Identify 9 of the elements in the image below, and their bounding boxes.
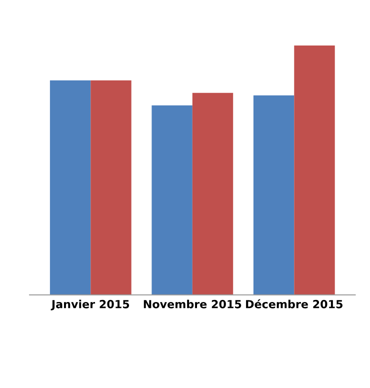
bar: [152, 105, 192, 295]
bar: [50, 80, 91, 295]
x-tick-label: Janvier 2015: [50, 300, 130, 310]
x-tick-label: Novembre 2015: [144, 300, 242, 308]
bar: [253, 95, 294, 295]
bar: [192, 92, 234, 295]
x-tick-label: Décembre 2015: [246, 299, 342, 308]
bar: [294, 45, 335, 295]
bar: [90, 80, 132, 295]
